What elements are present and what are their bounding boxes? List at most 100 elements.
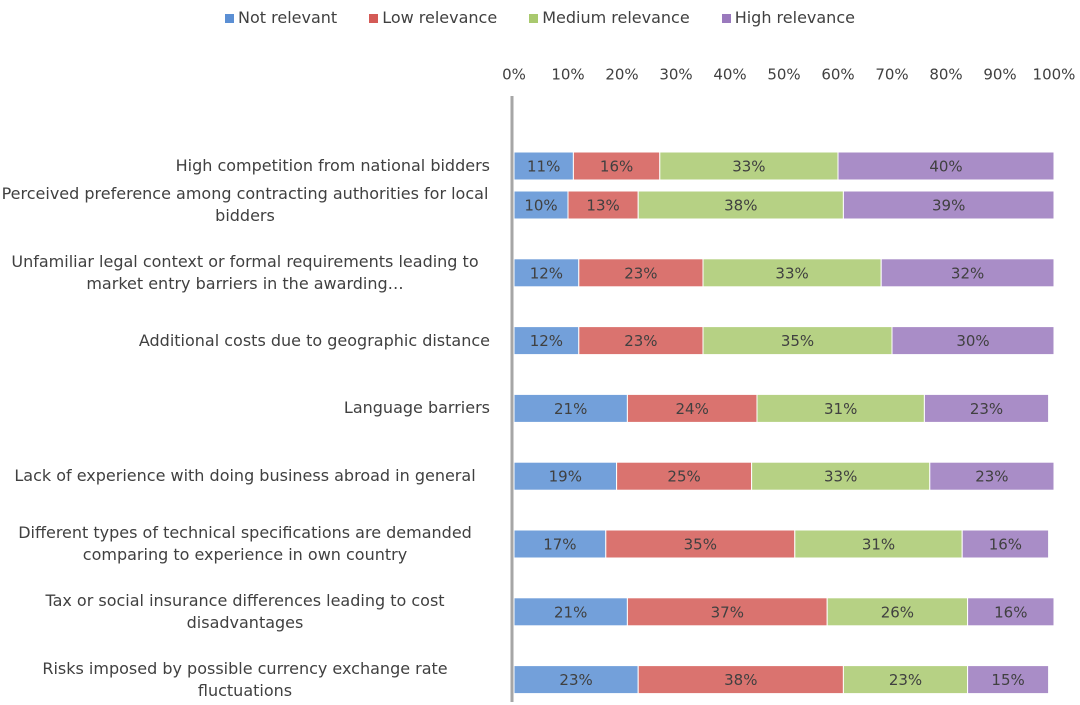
value-label: 13%	[586, 197, 619, 215]
legend-label: High relevance	[734, 8, 855, 27]
value-label: 32%	[951, 264, 984, 282]
category-label: Additional costs due to geographic dista…	[138, 330, 490, 350]
bar-segment	[578, 258, 704, 288]
x-tick-label: 80%	[929, 66, 962, 84]
bar-segment	[605, 529, 796, 559]
value-label: 35%	[781, 332, 814, 350]
value-label: 33%	[775, 264, 808, 282]
legend-label: Not relevant	[238, 8, 338, 27]
bar-segment	[794, 529, 963, 559]
value-label: 31%	[824, 400, 857, 418]
value-label: 33%	[732, 158, 765, 176]
bar-segment	[567, 190, 639, 220]
value-label: 12%	[530, 264, 563, 282]
bar-segment	[826, 597, 969, 627]
bar-segment	[513, 665, 639, 695]
bar-segment	[572, 151, 661, 181]
value-label: 19%	[549, 468, 582, 486]
x-tick-label: 10%	[551, 66, 584, 84]
legend-label: Low relevance	[382, 8, 498, 27]
category-label: Lack of experience with doing business a…	[14, 466, 476, 486]
value-label: 23%	[624, 264, 657, 282]
category-label: Tax or social insurance differences lead…	[45, 590, 445, 632]
value-label: 10%	[524, 197, 557, 215]
value-label: 31%	[862, 536, 895, 554]
category-label: Risks imposed by possible currency excha…	[42, 658, 448, 700]
value-label: 30%	[956, 332, 989, 350]
value-label: 38%	[724, 197, 757, 215]
value-label: 17%	[543, 536, 576, 554]
bar-segment	[961, 529, 1050, 559]
bar-segment	[756, 393, 925, 423]
legend-item: Low relevance	[369, 8, 497, 27]
bar-segment	[967, 597, 1055, 627]
bar-segment	[929, 461, 1055, 491]
value-label: 16%	[989, 536, 1022, 554]
legend: Not relevant Low relevance Medium relevanc…	[0, 8, 1080, 27]
bar-segment	[637, 190, 844, 220]
x-tick-label: 50%	[767, 66, 800, 84]
category-label: Different types of technical specificati…	[18, 523, 472, 564]
bar-segment	[923, 393, 1050, 423]
value-label: 21%	[554, 400, 587, 418]
value-label: 23%	[889, 671, 922, 689]
bar-segment	[880, 258, 1055, 288]
value-label: 33%	[824, 468, 857, 486]
value-label: 37%	[711, 603, 744, 621]
value-label: 23%	[975, 468, 1008, 486]
legend-item: High relevance	[721, 8, 855, 27]
bar-segment	[842, 190, 1055, 220]
x-tick-label: 30%	[659, 66, 692, 84]
bar-segment	[702, 326, 893, 356]
value-label: 21%	[554, 603, 587, 621]
legend-swatch	[529, 14, 539, 23]
bar-segment	[513, 529, 607, 559]
value-label: 40%	[929, 158, 962, 176]
category-label: Perceived preference among contracting a…	[1, 184, 489, 225]
bar-segment	[513, 258, 580, 288]
x-tick-label: 60%	[821, 66, 854, 84]
legend-item: Not relevant	[225, 8, 337, 27]
value-label: 12%	[530, 332, 563, 350]
legend-item: Medium relevance	[529, 8, 690, 27]
bar-segment	[626, 393, 758, 423]
bar-segment	[513, 190, 569, 220]
bar-segment	[637, 665, 844, 695]
x-tick-label: 40%	[713, 66, 746, 84]
bar-segment	[837, 151, 1055, 181]
value-label: 35%	[684, 536, 717, 554]
value-label: 15%	[991, 671, 1024, 689]
value-label: 25%	[667, 468, 700, 486]
value-label: 39%	[932, 197, 965, 215]
value-label: 16%	[994, 603, 1027, 621]
value-label: 38%	[724, 671, 757, 689]
value-label: 23%	[559, 671, 592, 689]
value-label: 23%	[624, 332, 657, 350]
bar-segment	[702, 258, 882, 288]
bar-segment	[967, 665, 1050, 695]
x-tick-label: 90%	[983, 66, 1016, 84]
x-tick-label: 100%	[1033, 66, 1076, 84]
value-label: 26%	[881, 603, 914, 621]
x-tick-label: 70%	[875, 66, 908, 84]
bar-segment	[891, 326, 1055, 356]
bar-segment	[751, 461, 931, 491]
value-label: 24%	[676, 400, 709, 418]
bar-segment	[513, 461, 618, 491]
legend-swatch	[225, 14, 235, 23]
bar-segment	[513, 597, 628, 627]
value-label: 11%	[527, 158, 560, 176]
value-label: 23%	[970, 400, 1003, 418]
bar-segment	[616, 461, 753, 491]
legend-swatch	[721, 14, 731, 23]
bar-segment	[513, 151, 574, 181]
legend-swatch	[369, 14, 379, 23]
category-label: High competition from national bidders	[175, 156, 490, 175]
value-label: 16%	[600, 158, 633, 176]
legend-label: Medium relevance	[542, 8, 690, 27]
bar-segment	[842, 665, 969, 695]
bar-segment	[659, 151, 839, 181]
x-tick-label: 0%	[502, 66, 526, 84]
